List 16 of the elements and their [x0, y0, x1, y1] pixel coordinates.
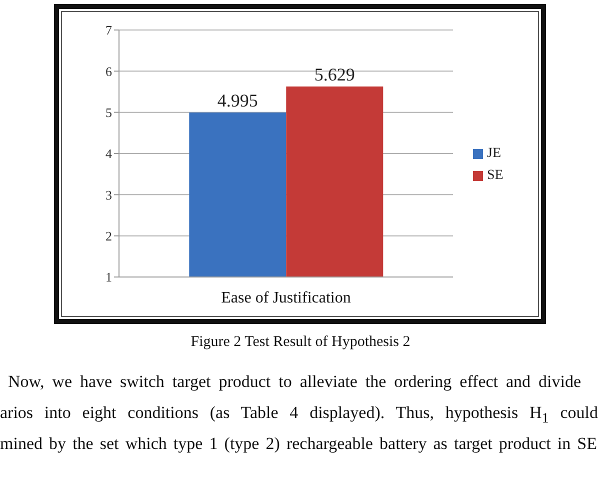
y-tick-label: 4 [106, 146, 112, 162]
y-tick-label: 5 [106, 104, 112, 120]
text: Now, we have switch target product to alleviate the ordering effect and divide [8, 371, 581, 393]
text: mined by the set which type 1 (type 2) rechargeable battery as target product in SE [0, 433, 597, 455]
text: arios into eight conditions (as Table 4 displayed). Thus, hypothesis H$_{1}$ could [0, 402, 598, 428]
x-tick-label: Ease of Justification [221, 289, 351, 306]
y-tick-label: 1 [106, 270, 112, 285]
legend-label: SE [487, 168, 504, 183]
y-tick-label: 3 [106, 187, 112, 202]
legend-label: JE [487, 146, 501, 161]
y-tick-label: 2 [106, 228, 112, 244]
data-label: 5.629 [314, 64, 355, 84]
y-tick-label: 7 [106, 22, 112, 38]
data-label: 4.995 [217, 90, 258, 111]
y-tick-label: 6 [106, 64, 112, 79]
caption: Figure 2 Test Result of Hypothesis 2 [190, 334, 412, 351]
